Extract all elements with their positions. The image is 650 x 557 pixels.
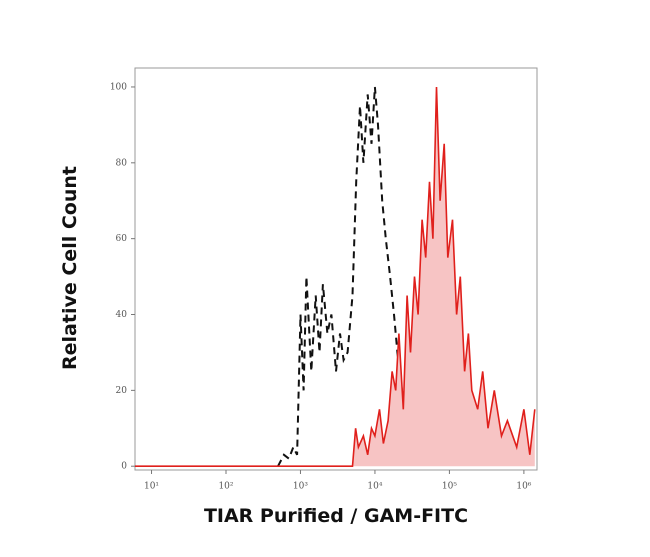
y-tick-label: 20: [116, 386, 128, 396]
y-axis-label: Relative Cell Count: [59, 166, 81, 370]
x-tick-label: 10³: [293, 482, 308, 492]
y-tick-label: 60: [116, 234, 128, 244]
x-axis-label: TIAR Purified / GAM-FITC: [204, 505, 468, 527]
area-fill: [135, 87, 535, 467]
y-tick-label: 0: [121, 462, 127, 472]
y-tick-label: 100: [110, 82, 127, 92]
x-tick-label: 10⁵: [442, 482, 457, 492]
y-tick-label: 80: [116, 158, 128, 168]
y-tick-label: 40: [116, 310, 128, 320]
x-tick-label: 10²: [218, 482, 233, 492]
x-tick-label: 10⁴: [367, 482, 382, 492]
x-tick-label: 10⁶: [516, 482, 531, 492]
series-line: [135, 86, 536, 467]
series-line: [277, 86, 439, 467]
x-tick-label: 10¹: [144, 482, 159, 492]
plot-frame: [134, 67, 538, 471]
